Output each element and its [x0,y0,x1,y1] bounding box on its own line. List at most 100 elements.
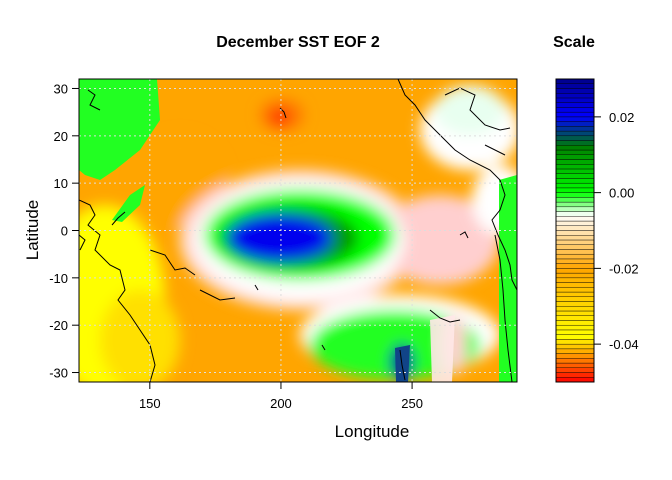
colorbar-segment [555,206,595,212]
colorbar-segment [555,334,595,340]
colorbar-segment [555,343,595,350]
coastline [149,249,196,276]
colorbar-segment [555,178,595,184]
colorbar-segment [555,159,595,165]
colorbar-segment [555,239,595,245]
colorbar-segment [555,291,595,297]
chart-title: December SST EOF 2 [216,34,380,51]
colorbar-segment [555,329,595,335]
colorbar-segment [555,102,595,108]
colorbar-segment [555,296,595,302]
colorbar-segment [555,372,595,378]
field-region [380,195,500,285]
colorbar-segment [555,315,595,321]
colorbar-tick-label: -0.04 [609,337,639,352]
colorbar-segment [555,282,595,288]
colorbar-segment [555,107,595,113]
colorbar-segment [555,244,595,250]
colorbar-segment [555,225,595,231]
colorbar-segment [555,93,595,99]
field-region [270,109,290,125]
coastline [484,144,506,156]
colorbar-segment [555,268,595,274]
colorbar-segment [555,88,595,94]
colorbar-segment [555,310,595,316]
coastline [199,289,236,301]
coastline [494,234,513,382]
colorbar-segment [555,116,595,122]
colorbar-segment [555,272,595,279]
y-tick-label: 20 [54,129,68,144]
colorbar-segment [555,277,595,283]
colorbar-segment [555,154,595,160]
field-region [395,345,410,382]
colorbar-segment [555,168,595,174]
colorbar-tick-label: 0.02 [609,110,634,125]
colorbar [555,78,595,383]
colorbar-segment [555,83,595,89]
colorbar-segment [555,187,595,193]
colorbar-segment [555,249,595,255]
y-tick-label: 0 [61,224,68,239]
y-tick-label: -20 [49,318,68,333]
colorbar-segment [555,140,595,146]
colorbar-segment [555,339,595,345]
colorbar-frame [555,78,595,383]
colorbar-tick-label: 0.00 [609,186,634,201]
colorbar-segment [555,306,595,312]
x-tick-label: 200 [270,396,292,411]
coastline [321,344,326,351]
colorbar-segment [555,258,595,264]
coastline [429,309,461,323]
colorbar-segment [555,78,595,84]
field-region [499,175,517,382]
colorbar-segment [555,301,595,307]
colorbar-segment [555,211,595,217]
colorbar-segment [555,201,595,208]
colorbar-segment [555,135,595,141]
colorbar-segment [555,377,595,383]
y-axis: 30 20 10 0 -10 -20 -30 [49,81,79,381]
coastlines [79,79,517,382]
field-region [430,315,455,382]
colorbar-segment [555,253,595,260]
colorbar-segment [555,173,595,179]
x-tick-label: 150 [139,396,161,411]
colorbar-segment [555,367,595,373]
y-tick-label: -30 [49,366,68,381]
colorbar-segment [555,97,595,103]
x-axis-title: Longitude [335,422,410,441]
coastline [111,211,126,226]
colorbar-segment [555,197,595,203]
y-tick-label: -10 [49,271,68,286]
colorbar-segment [555,111,595,118]
colorbar-segment [555,182,595,189]
field-region [100,290,180,382]
colorbar-segment [555,121,595,127]
colorbar-segment [555,353,595,359]
colorbar-segment [555,164,595,170]
colorbar-segment [555,263,595,269]
colorbar-segment [555,320,595,326]
field-region [79,79,160,180]
colorbar-tick-label: -0.02 [609,261,639,276]
colorbar-segment [555,220,595,226]
colorbar-segment [555,230,595,236]
colorbar-segment [555,287,595,293]
coastline [254,284,259,291]
coastline [399,349,406,381]
colorbar-segment [555,130,595,137]
field-region [112,185,145,222]
colorbar-title: Scale [553,34,595,51]
colorbar-segment [555,216,595,222]
coastline [87,89,101,111]
coastline [397,79,517,291]
field-region [228,215,332,261]
coastline [459,231,469,239]
grid-lines [79,79,517,382]
colorbar-segment [555,362,595,368]
x-tick-label: 250 [401,396,423,411]
colorbar-segment [555,324,595,331]
colorbar-segment [555,348,595,354]
